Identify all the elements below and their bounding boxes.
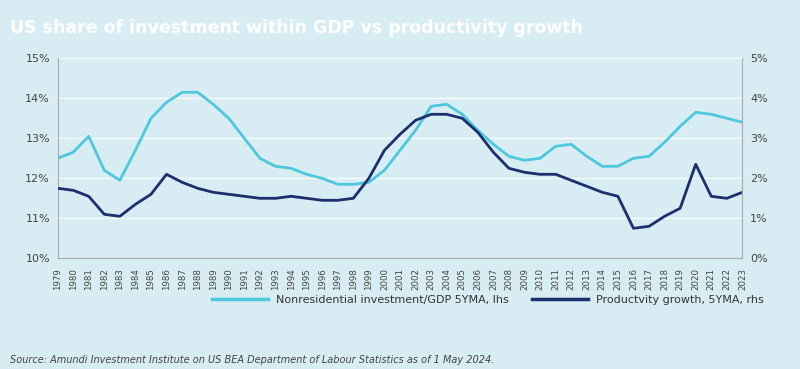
Text: Productvity growth, 5YMA, rhs: Productvity growth, 5YMA, rhs	[596, 295, 764, 305]
Text: US share of investment within GDP vs productivity growth: US share of investment within GDP vs pro…	[10, 19, 582, 37]
Text: Source: Amundi Investment Institute on US BEA Department of Labour Statistics as: Source: Amundi Investment Institute on U…	[10, 355, 494, 365]
Text: Nonresidential investment/GDP 5YMA, lhs: Nonresidential investment/GDP 5YMA, lhs	[276, 295, 509, 305]
